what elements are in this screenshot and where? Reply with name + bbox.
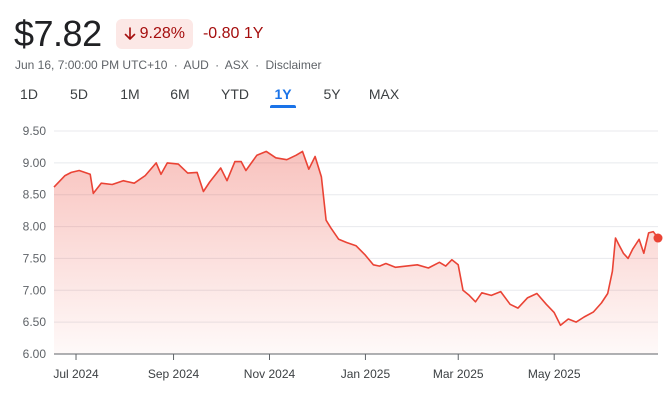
- current-price-dot: [653, 233, 663, 243]
- x-tick-label: Jan 2025: [341, 367, 391, 381]
- y-tick-label: 7.50: [23, 251, 47, 265]
- change-absolute: -0.80 1Y: [202, 25, 264, 42]
- y-tick-label: 9.50: [23, 124, 47, 138]
- separator: ·: [173, 58, 178, 72]
- separator: ·: [255, 58, 260, 72]
- price-line: [53, 150, 659, 327]
- currency: AUD: [183, 58, 209, 72]
- y-tick-label: 8.50: [23, 188, 47, 202]
- y-tick-label: 6.00: [23, 347, 47, 361]
- tab-5y[interactable]: 5Y: [323, 86, 341, 102]
- x-tick-label: Jul 2024: [53, 367, 99, 381]
- tab-1m[interactable]: 1M: [120, 86, 140, 102]
- price-chart[interactable]: 9.50 9.00 8.50 8.00 7.50 7.00 6.50 6.00 Jul 202…: [0, 118, 672, 400]
- arrow-down-icon: [124, 27, 135, 40]
- exchange: ASX: [224, 58, 249, 72]
- y-tick-label: 8.00: [23, 220, 47, 234]
- y-tick-label: 7.00: [23, 283, 47, 297]
- range-tabs: 1D 5D 1M 6M YTD 1Y 5Y MAX: [16, 84, 402, 108]
- disclaimer-link[interactable]: Disclaimer: [265, 58, 322, 72]
- tab-1y[interactable]: 1Y: [270, 84, 296, 108]
- x-tick-label: May 2025: [528, 367, 581, 381]
- x-tick-label: Nov 2024: [244, 367, 296, 381]
- x-tick-label: Sep 2024: [148, 367, 200, 381]
- current-price: $7.82: [14, 13, 102, 54]
- separator: ·: [215, 58, 220, 72]
- timestamp: Jun 16, 7:00:00 PM UTC+10: [15, 58, 168, 72]
- x-tick-label: Mar 2025: [433, 367, 484, 381]
- price-area: [54, 151, 658, 354]
- quote-meta: Jun 16, 7:00:00 PM UTC+10 · AUD · ASX · …: [15, 58, 322, 72]
- y-tick-label: 9.00: [23, 156, 47, 170]
- tab-ytd[interactable]: YTD: [221, 86, 249, 102]
- y-tick-label: 6.50: [23, 315, 47, 329]
- tab-5d[interactable]: 5D: [70, 86, 88, 102]
- tab-1d[interactable]: 1D: [20, 86, 38, 102]
- quote-header: $7.82 9.28% -0.80 1Y: [14, 12, 263, 56]
- change-percent: 9.28%: [139, 25, 185, 42]
- tab-6m[interactable]: 6M: [170, 86, 190, 102]
- tab-max[interactable]: MAX: [368, 86, 400, 102]
- change-percent-badge: 9.28%: [115, 19, 193, 49]
